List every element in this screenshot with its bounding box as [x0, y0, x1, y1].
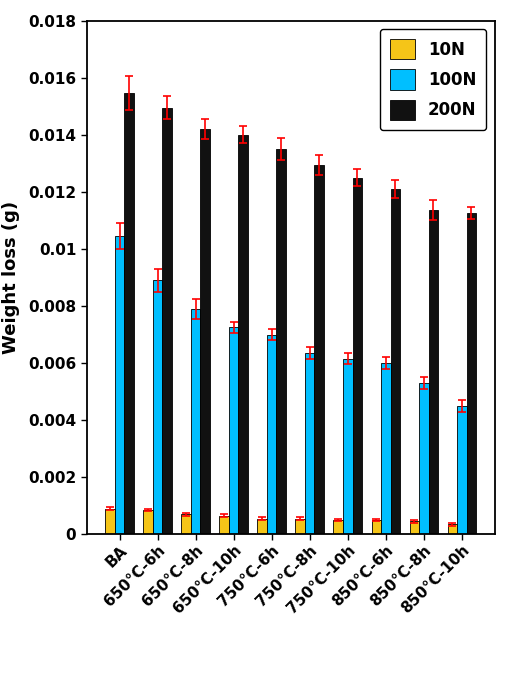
Bar [257, 519, 266, 534]
Bar [352, 177, 361, 534]
Bar [390, 189, 399, 534]
Bar [409, 521, 418, 534]
Bar [190, 309, 200, 534]
Bar [181, 514, 190, 534]
Legend: 10N, 100N, 200N: 10N, 100N, 200N [379, 29, 486, 130]
Bar [418, 383, 428, 534]
Bar [447, 524, 456, 534]
Bar [105, 508, 115, 534]
Bar [295, 519, 304, 534]
Bar [124, 93, 133, 534]
Bar [314, 164, 323, 534]
Bar [115, 236, 124, 534]
Bar [238, 135, 247, 534]
Bar [456, 406, 466, 534]
Bar [333, 520, 343, 534]
Bar [143, 510, 153, 534]
Bar [219, 516, 229, 534]
Bar [304, 353, 314, 534]
Bar [162, 108, 172, 534]
Bar [276, 149, 286, 534]
Bar [229, 327, 238, 534]
Bar [371, 520, 380, 534]
Bar [380, 363, 390, 534]
Bar [266, 334, 276, 534]
Bar [343, 359, 352, 534]
Bar [200, 129, 209, 534]
Y-axis label: Weight loss (g): Weight loss (g) [2, 201, 20, 354]
Bar [153, 280, 162, 534]
Bar [428, 210, 437, 534]
Bar [466, 213, 475, 534]
